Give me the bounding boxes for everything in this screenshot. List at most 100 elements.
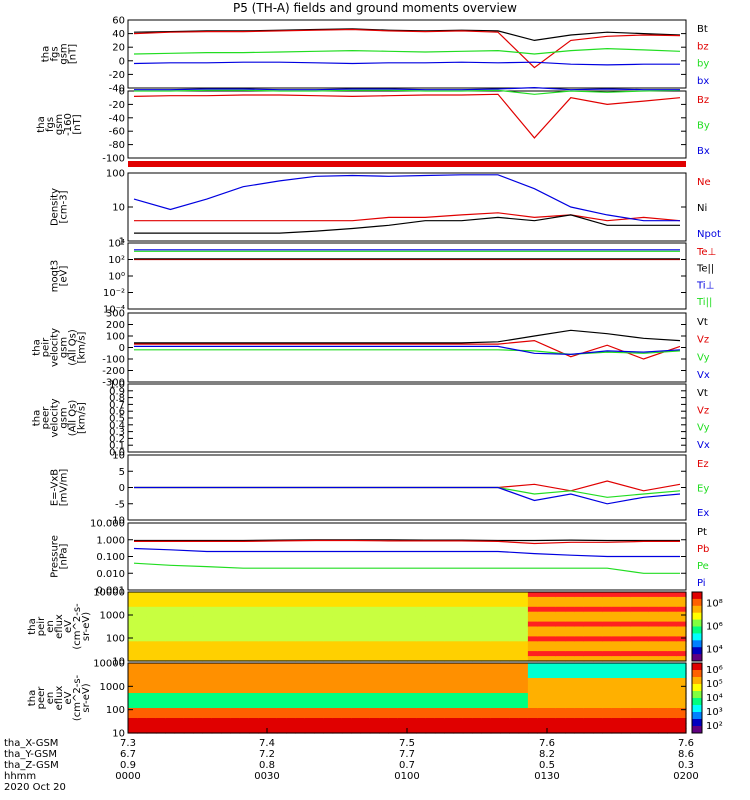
- y-tick-label: 10: [112, 729, 125, 740]
- spectrogram-cell: [639, 683, 650, 689]
- spectrogram-cell: [267, 673, 278, 679]
- spectrogram-cell: [546, 668, 557, 674]
- spectrogram-cell: [481, 713, 492, 719]
- spectrogram-cell: [472, 621, 482, 628]
- spectrogram-cell: [593, 616, 603, 623]
- spectrogram-cell: [583, 688, 594, 694]
- spectrogram-cell: [155, 688, 166, 694]
- spectrogram-cell: [248, 592, 259, 598]
- spectrogram-cell: [555, 611, 566, 618]
- spectrogram-cell: [258, 656, 269, 662]
- panel-frame-2: [127, 172, 687, 242]
- spectrogram-cell: [583, 703, 594, 709]
- spectrogram-cell: [565, 641, 575, 647]
- spectrogram-cell: [165, 703, 176, 709]
- spectrogram-cell: [630, 723, 641, 729]
- spectrogram-cell: [611, 656, 622, 662]
- spectrogram-cell: [295, 713, 306, 719]
- y-tick-label: 0: [119, 483, 125, 494]
- spectrogram-cell: [351, 621, 362, 628]
- spectrogram-cell: [500, 693, 510, 699]
- spectrogram-cell: [388, 616, 399, 623]
- spectrogram-cell: [490, 626, 501, 632]
- spectrogram-cell: [509, 596, 520, 603]
- spectrogram-cell: [555, 693, 566, 699]
- spectrogram-cell: [565, 601, 575, 608]
- spectrogram-cell: [565, 688, 575, 694]
- spectrogram-cell: [527, 678, 538, 684]
- legend-Ti: Ti⊥: [696, 280, 714, 291]
- panel-frame-5: [127, 383, 687, 453]
- spectrogram-cell: [211, 698, 222, 704]
- spectrogram-cell: [620, 601, 631, 608]
- spectrogram-cell: [630, 592, 641, 598]
- spectrogram-cell: [537, 678, 548, 684]
- spectrogram-cell: [676, 592, 687, 598]
- spectrogram-cell: [546, 698, 557, 704]
- spectrogram-cell: [174, 606, 185, 613]
- spectrogram-cell: [276, 611, 287, 618]
- spectrogram-cell: [369, 693, 380, 699]
- spectrogram-cell: [276, 641, 287, 647]
- spectrogram-cell: [258, 663, 269, 669]
- series-Ne: [134, 212, 681, 222]
- spectrogram-cell: [183, 606, 194, 613]
- spectrogram-cell: [453, 626, 464, 632]
- spectrogram-cell: [314, 616, 324, 623]
- spectrogram-cell: [248, 631, 259, 637]
- spectrogram-cell: [314, 698, 324, 704]
- spectrogram-cell: [546, 621, 557, 628]
- spectrogram-cell: [295, 631, 306, 637]
- spectrogram-cell: [202, 656, 213, 662]
- spectrogram-cell: [146, 673, 157, 679]
- spectrogram-cell: [434, 601, 445, 608]
- spectrogram-cell: [165, 601, 176, 608]
- spectrogram-cell: [546, 656, 557, 662]
- spectrogram-cell: [620, 713, 631, 719]
- spectrogram-cell: [481, 728, 492, 734]
- spectrogram-cell: [314, 683, 324, 689]
- spectrogram-cell: [221, 601, 231, 608]
- spectrogram-cell: [639, 626, 650, 632]
- spectrogram-cell: [323, 626, 334, 632]
- spectrogram-cell: [658, 621, 668, 628]
- spectrogram-cell: [211, 723, 222, 729]
- spectrogram-cell: [221, 678, 231, 684]
- y-tick-label: 0.7: [109, 400, 125, 411]
- spectrogram-cell: [230, 611, 241, 618]
- spectrogram-cell: [379, 713, 389, 719]
- spectrogram-cell: [379, 656, 389, 662]
- y-axis-label: peer: [41, 406, 52, 430]
- spectrogram-cell: [639, 656, 650, 662]
- spectrogram-cell: [360, 596, 371, 603]
- spectrogram-cell: [416, 611, 427, 618]
- spectrogram-cell: [630, 641, 641, 647]
- spectrogram-cell: [416, 663, 427, 669]
- spectrogram-cell: [648, 718, 659, 724]
- spectrogram-cell: [583, 693, 594, 699]
- spectrogram-cell: [211, 708, 222, 714]
- y-tick-label: -40: [109, 84, 125, 95]
- y-tick-label: 1.0: [109, 380, 125, 391]
- spectrogram-cell: [193, 713, 203, 719]
- colorbar-frame: [691, 662, 703, 734]
- spectrogram-cell: [490, 606, 501, 613]
- spectrogram-cell: [276, 601, 287, 608]
- spectrogram-cell: [425, 636, 436, 642]
- spectrogram-cell: [314, 601, 324, 608]
- colorbar-segment: [692, 663, 702, 671]
- colorbar-frame: [691, 591, 703, 662]
- spectrogram-cell: [555, 698, 566, 704]
- spectrogram-cell: [341, 718, 352, 724]
- spectrogram-cell: [537, 592, 548, 598]
- spectrogram-cell: [546, 611, 557, 618]
- spectrogram-cell: [137, 678, 148, 684]
- spectrogram-cell: [416, 616, 427, 623]
- spectrogram-cell: [239, 641, 250, 647]
- spectrogram-cell: [193, 606, 203, 613]
- spectrogram-cell: [472, 631, 482, 637]
- colorbar-segment: [692, 633, 702, 641]
- spectrogram-cell: [239, 651, 250, 657]
- spectrogram-cell: [211, 703, 222, 709]
- panel-frame-8: [127, 591, 687, 662]
